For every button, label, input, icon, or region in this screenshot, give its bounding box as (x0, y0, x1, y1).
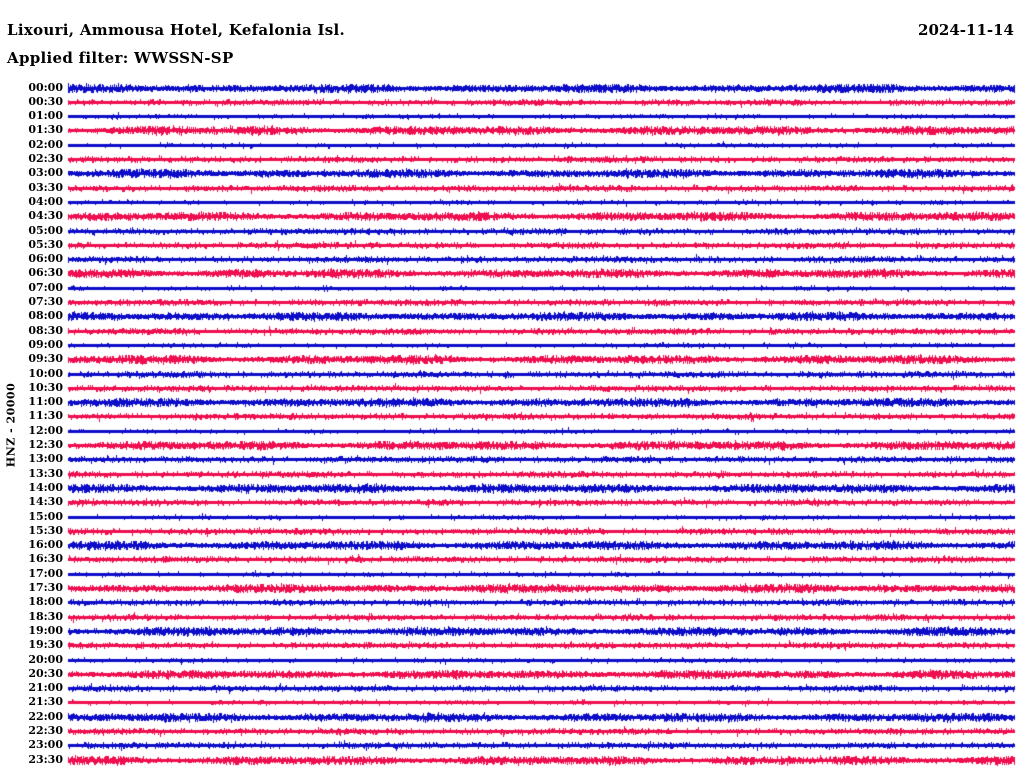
trace-time-label: 13:30 (28, 466, 63, 480)
trace-time-label: 17:30 (28, 581, 63, 594)
trace-time-label: 02:30 (28, 152, 63, 165)
trace-time-label: 03:00 (28, 166, 63, 180)
trace-time-label: 04:00 (28, 194, 63, 208)
date-label: 2024-11-14 (918, 21, 1014, 39)
trace-time-label: 22:00 (28, 709, 63, 723)
trace-time-label: 04:30 (28, 209, 63, 223)
trace-time-label: 02:00 (28, 137, 63, 151)
trace-time-label: 21:30 (28, 695, 63, 709)
trace-time-label: 07:00 (28, 280, 63, 294)
trace-time-label: 05:30 (28, 237, 63, 251)
trace-time-label: 14:30 (28, 495, 63, 509)
trace-time-label: 15:30 (28, 523, 63, 537)
page-title: Lixouri, Ammousa Hotel, Kefalonia Isl. (7, 21, 346, 39)
trace-time-label: 20:00 (28, 652, 63, 666)
trace-time-label: 08:30 (28, 323, 63, 337)
trace-time-label: 20:30 (28, 666, 63, 680)
trace-time-label: 15:00 (28, 509, 63, 523)
trace-time-label: 07:30 (28, 295, 63, 308)
trace-time-label: 09:00 (28, 337, 63, 351)
trace-time-label: 16:30 (28, 552, 63, 566)
trace-time-label: 18:00 (28, 595, 63, 609)
trace-time-label: 06:00 (28, 252, 63, 266)
trace-time-label: 10:00 (28, 366, 63, 380)
trace-time-label: 23:30 (28, 752, 63, 766)
trace-time-label: 11:00 (28, 395, 63, 409)
trace-time-label: 06:30 (28, 266, 63, 280)
trace-time-label: 10:30 (28, 380, 63, 394)
trace-time-label: 00:00 (28, 80, 63, 94)
trace-time-label: 01:30 (28, 123, 63, 137)
trace-time-label: 13:00 (28, 452, 63, 466)
trace-time-label: 22:30 (28, 724, 63, 737)
trace-time-label: 11:30 (28, 409, 63, 423)
trace-time-label: 18:30 (28, 609, 63, 623)
trace-time-label: 05:00 (28, 223, 63, 237)
trace-time-label: 17:00 (28, 566, 63, 580)
trace-time-label: 12:00 (28, 423, 63, 437)
filter-label: Applied filter: WWSSN-SP (7, 49, 234, 67)
trace-time-label: 01:00 (28, 109, 63, 123)
trace-time-label: 14:00 (28, 480, 63, 494)
trace-time-label: 19:00 (28, 623, 63, 637)
trace-time-label: 12:30 (28, 438, 63, 451)
trace-time-label: 19:30 (28, 638, 63, 652)
trace-time-label: 08:00 (28, 309, 63, 323)
trace-time-label: 21:00 (28, 681, 63, 695)
trace-time-label: 23:00 (28, 738, 63, 752)
trace-time-label: 16:00 (28, 538, 63, 552)
trace-time-label: 09:30 (28, 352, 63, 366)
trace-time-label: 03:30 (28, 180, 63, 194)
trace-time-label: 00:30 (28, 94, 63, 108)
